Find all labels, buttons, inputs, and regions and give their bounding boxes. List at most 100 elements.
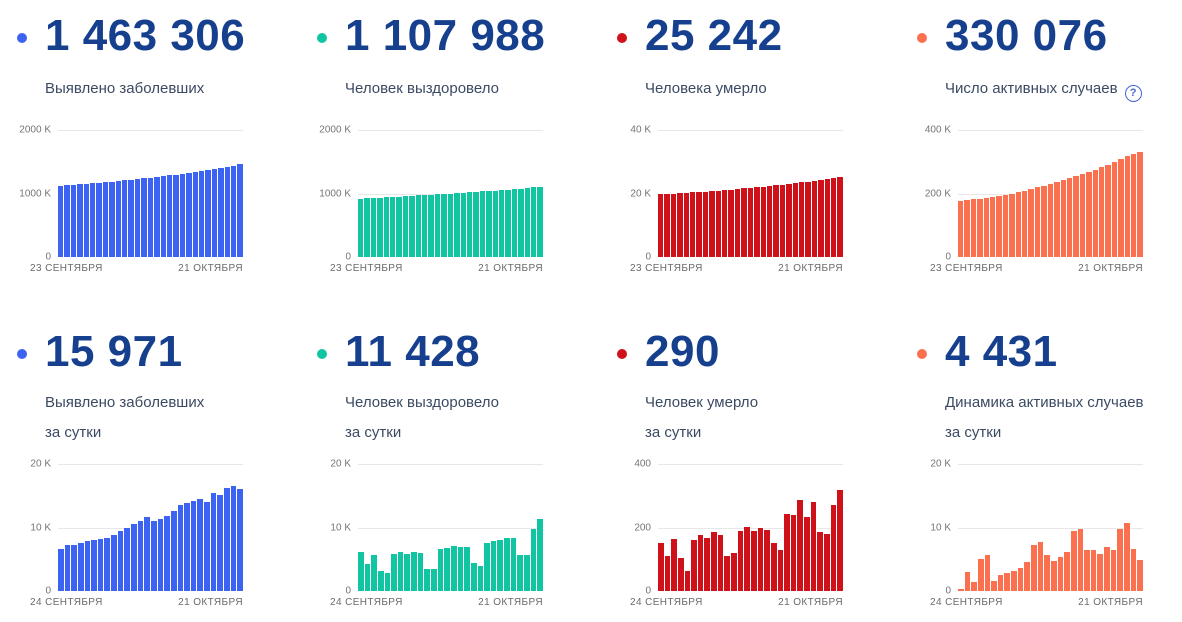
bar xyxy=(518,188,525,257)
y-axis-tick-zero: 0 xyxy=(945,585,951,597)
x-axis-start-label: 24 СЕНТЯБРЯ xyxy=(630,597,703,608)
bar xyxy=(671,538,678,591)
bar xyxy=(117,531,125,591)
stat-panel-active-cases-total: 330 076 Число активных случаев? 400 K 20… xyxy=(900,0,1182,312)
stat-panel-active-dynamics-daily: 4 431 Динамика активных случаев за сутки… xyxy=(900,312,1182,622)
stat-label-line2: за сутки xyxy=(45,424,102,441)
bar xyxy=(524,555,531,591)
bar xyxy=(530,528,538,591)
bar xyxy=(230,486,238,591)
bar xyxy=(728,189,735,257)
y-axis-tick-mid: 200 K xyxy=(924,188,951,199)
x-axis-labels: 23 СЕНТЯБРЯ 21 ОКТЯБРЯ xyxy=(30,263,243,274)
bar xyxy=(1028,189,1035,257)
bar xyxy=(1090,550,1098,591)
bar xyxy=(731,552,738,591)
chart-plot-area: 2000 K 1000 K 0 xyxy=(19,125,243,263)
bullet-dot-icon xyxy=(917,349,927,359)
x-axis-start-label: 23 СЕНТЯБРЯ xyxy=(330,263,403,274)
bar xyxy=(770,543,778,591)
x-axis-end-label: 21 ОКТЯБРЯ xyxy=(478,597,543,608)
bar xyxy=(84,540,92,591)
bar xyxy=(71,544,78,591)
bar xyxy=(1124,156,1131,257)
y-axis-tick-mid: 1000 K xyxy=(319,188,351,199)
stat-value: 1 463 306 xyxy=(45,11,246,60)
help-icon[interactable]: ? xyxy=(1124,84,1142,102)
bar xyxy=(184,502,191,591)
x-axis-start-label: 23 СЕНТЯБРЯ xyxy=(930,263,1003,274)
bar xyxy=(164,516,171,591)
bar xyxy=(824,179,831,257)
bar xyxy=(958,201,965,257)
stat-panel-deaths-total: 25 242 Человека умерло 40 K 20 K 0 23 СЕ… xyxy=(600,0,900,312)
bar xyxy=(724,556,732,591)
bar xyxy=(1037,542,1045,591)
bar xyxy=(177,504,185,591)
x-axis-end-label: 21 ОКТЯБРЯ xyxy=(478,263,543,274)
stat-label-line1: Человек выздоровело xyxy=(345,394,499,411)
bar xyxy=(492,190,499,257)
bar xyxy=(422,195,429,257)
y-axis-tick-zero: 0 xyxy=(945,251,951,263)
bar xyxy=(170,511,178,591)
bar xyxy=(1057,556,1065,591)
bar xyxy=(754,187,761,257)
y-axis-tick-max: 20 K xyxy=(330,458,351,470)
bar xyxy=(192,171,199,257)
bar xyxy=(1073,176,1080,257)
y-axis-tick-mid: 200 xyxy=(634,522,651,533)
bars-group xyxy=(358,130,543,257)
bar xyxy=(1117,529,1125,591)
chart-plot-area: 40 K 20 K 0 xyxy=(630,125,843,263)
bar xyxy=(364,563,372,591)
bar xyxy=(464,547,471,591)
bar xyxy=(141,178,148,257)
stat-label-line2: за сутки xyxy=(945,424,1002,441)
bar xyxy=(486,191,493,257)
bar xyxy=(111,535,118,591)
bar xyxy=(1110,549,1118,591)
bar xyxy=(1092,169,1099,257)
bar xyxy=(58,185,65,257)
bar xyxy=(402,196,410,257)
bars-group xyxy=(658,464,843,591)
stat-label-line1: Число активных случаев xyxy=(945,80,1118,97)
stat-value: 11 428 xyxy=(345,327,481,376)
bar xyxy=(779,184,787,257)
bar xyxy=(224,487,231,591)
chart-plot-area: 400 K 200 K 0 xyxy=(925,125,1143,263)
bar xyxy=(434,194,442,257)
y-axis-tick-max: 2000 K xyxy=(19,124,51,136)
bar xyxy=(197,498,205,591)
gridline-top xyxy=(358,464,543,465)
bar xyxy=(128,179,135,257)
bar xyxy=(784,513,791,591)
bar xyxy=(715,190,723,257)
bar xyxy=(996,195,1003,257)
bar xyxy=(218,168,225,257)
bar xyxy=(224,167,231,257)
stat-label-line1: Выявлено заболевших xyxy=(45,394,205,411)
gridline-top xyxy=(58,464,243,465)
bar xyxy=(997,574,1005,591)
bar xyxy=(477,565,485,591)
stat-label: Выявлено заболевших за сутки xyxy=(45,388,300,448)
bar xyxy=(1031,544,1038,591)
bar xyxy=(524,188,531,257)
bar xyxy=(466,192,474,257)
bar xyxy=(810,502,818,591)
bar xyxy=(958,589,965,591)
stat-label: Человек выздоровело xyxy=(345,74,600,104)
x-axis-end-label: 21 ОКТЯБРЯ xyxy=(178,263,243,274)
bar xyxy=(484,543,491,591)
bars-group xyxy=(358,464,543,591)
bar xyxy=(1002,194,1010,257)
bar xyxy=(58,549,65,591)
bar xyxy=(990,196,997,257)
bar xyxy=(817,532,825,591)
bar xyxy=(64,185,71,257)
bar xyxy=(371,555,378,591)
bar xyxy=(83,183,91,257)
bar xyxy=(977,198,984,257)
